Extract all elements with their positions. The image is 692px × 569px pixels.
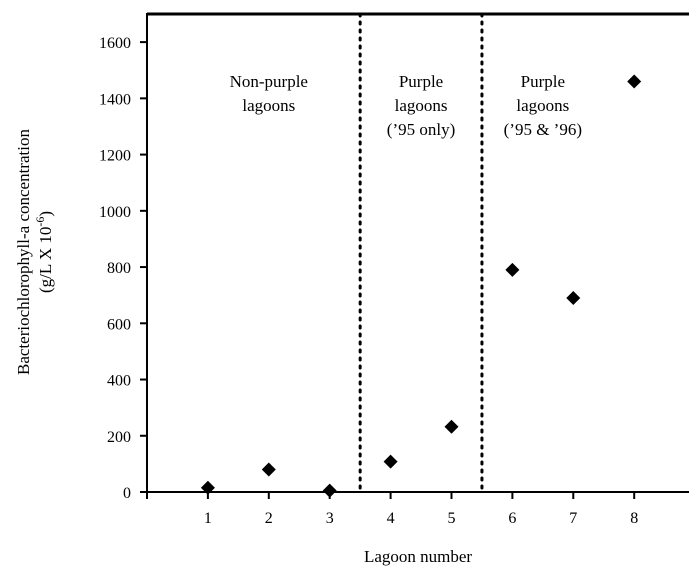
y-axis-ticks: 0 200 400 600 800 1000 1200 1400 1600 (99, 35, 147, 502)
y-tick-label: 1600 (99, 35, 131, 52)
data-point-diamond (444, 419, 459, 434)
y-axis-units-exponent: -6 (33, 217, 47, 227)
x-tick-label: 5 (447, 510, 455, 527)
y-axis-title: Bacteriochlorophyll-a concentration (14, 129, 33, 375)
y-tick-label: 1400 (99, 91, 131, 108)
x-axis-title: Lagoon number (364, 547, 472, 566)
region-label-line: Purple (521, 72, 565, 91)
y-axis-units-text: (g/L X 10 (36, 227, 55, 293)
region-label-line: (’95 & ’96) (504, 120, 582, 139)
y-axis-units-close: ) (36, 211, 55, 217)
x-tick-label: 4 (387, 510, 395, 527)
region-label-line: (’95 only) (387, 120, 455, 139)
y-tick-label: 1000 (99, 204, 131, 221)
y-tick-label: 600 (107, 316, 131, 333)
region-labels: Non-purple lagoons Purple lagoons (’95 only)… (230, 72, 582, 139)
y-tick-label: 400 (107, 373, 131, 390)
plot-frame (146, 12, 689, 493)
x-tick-label: 6 (508, 510, 516, 527)
x-tick-label: 2 (265, 510, 273, 527)
region-dividers (358, 12, 484, 494)
x-tick-label: 7 (569, 510, 577, 527)
y-tick-label: 1200 (99, 148, 131, 165)
data-point-diamond (627, 74, 642, 89)
y-tick-label: 200 (107, 429, 131, 446)
data-points (200, 74, 642, 498)
data-point-diamond (505, 262, 520, 277)
data-point-diamond (200, 480, 215, 495)
y-tick-label: 800 (107, 260, 131, 277)
data-point-diamond (383, 454, 398, 469)
x-axis-ticks: 1 2 3 4 5 6 7 8 (146, 492, 638, 527)
data-point-diamond (566, 290, 581, 305)
y-axis-title-line1: Bacteriochlorophyll-a concentration (14, 129, 33, 375)
region-label-line: Non-purple (230, 72, 308, 91)
region-label-line: lagoons (242, 96, 295, 115)
x-tick-label: 1 (204, 510, 212, 527)
region-label-line: lagoons (516, 96, 569, 115)
x-tick-label: 3 (326, 510, 334, 527)
x-tick-label: 8 (630, 510, 638, 527)
y-axis-title-units: (g/L X 10-6) (33, 211, 55, 293)
region-label-line: Purple (399, 72, 443, 91)
svg-text:(g/L X 10-6): (g/L X 10-6) (33, 211, 55, 293)
y-tick-label: 0 (123, 485, 131, 502)
data-point-diamond (322, 483, 337, 498)
data-point-diamond (261, 462, 276, 477)
region-label-line: lagoons (395, 96, 448, 115)
